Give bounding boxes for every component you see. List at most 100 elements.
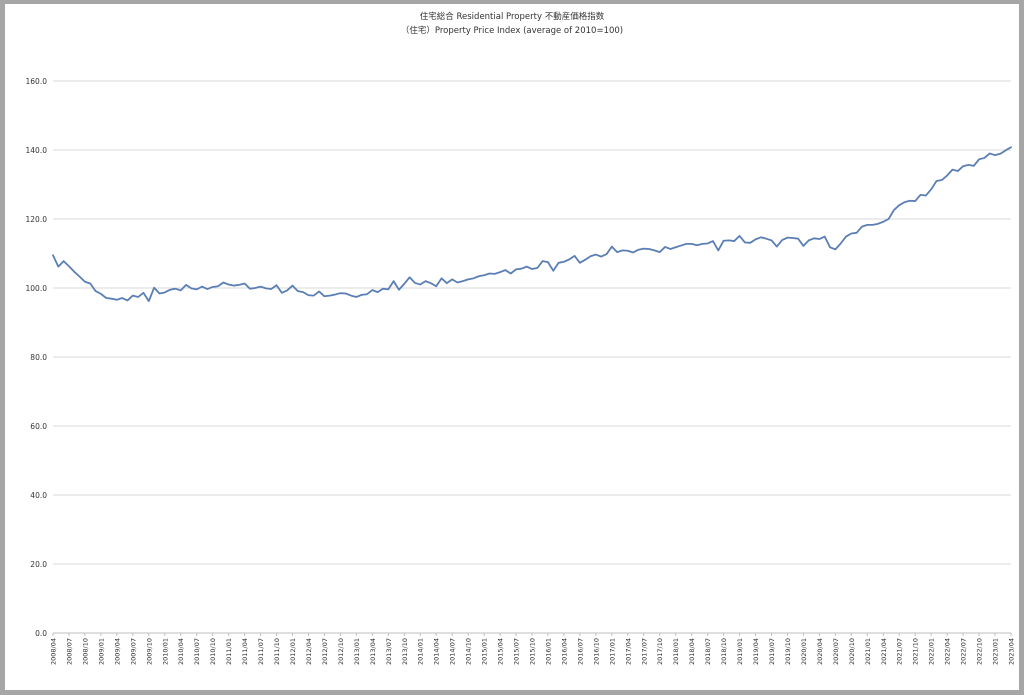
data-point: [946, 175, 948, 177]
data-point: [180, 289, 182, 291]
data-point: [409, 276, 411, 278]
data-point: [728, 239, 730, 241]
x-tick-label: 2014/04: [433, 638, 441, 665]
data-point: [510, 273, 512, 275]
data-point: [430, 282, 432, 284]
data-point: [600, 256, 602, 258]
data-point: [456, 281, 458, 283]
data-point: [132, 295, 134, 297]
y-tick-label: 60.0: [30, 422, 47, 431]
data-point: [292, 285, 294, 287]
data-point: [978, 158, 980, 160]
series-line: [52, 146, 1012, 303]
data-point: [249, 288, 251, 290]
chart-titles: 住宅総合 Residential Property 不動産価格指数 （住宅）Pr…: [5, 10, 1019, 38]
y-tick-label: 100.0: [26, 284, 48, 293]
data-point: [105, 297, 107, 299]
data-point: [989, 152, 991, 154]
data-point: [856, 232, 858, 234]
data-point: [957, 170, 959, 172]
data-point: [238, 284, 240, 286]
data-point: [866, 224, 868, 226]
data-point: [552, 270, 554, 272]
data-point: [664, 246, 666, 248]
data-point: [834, 248, 836, 250]
data-point: [574, 255, 576, 257]
data-point: [329, 295, 331, 297]
data-point: [201, 286, 203, 288]
data-point: [371, 289, 373, 291]
data-point: [685, 243, 687, 245]
x-tick-label: 2010/07: [193, 638, 201, 665]
data-point: [563, 261, 565, 263]
x-tick-label: 2022/04: [944, 638, 952, 665]
x-tick-label: 2013/04: [369, 638, 377, 665]
x-tick-label: 2014/07: [449, 638, 457, 665]
data-point: [84, 281, 86, 283]
data-point: [398, 289, 400, 291]
x-tick-label: 2011/04: [241, 638, 249, 665]
data-point: [930, 188, 932, 190]
data-point: [659, 251, 661, 253]
x-tick-label: 2010/04: [177, 638, 185, 665]
x-tick-label: 2020/04: [816, 638, 824, 665]
data-point: [158, 293, 160, 295]
data-point: [882, 221, 884, 223]
data-point: [898, 204, 900, 206]
y-tick-label: 40.0: [30, 491, 47, 500]
x-tick-label: 2019/07: [768, 638, 776, 665]
x-tick-label: 2015/04: [497, 638, 505, 665]
data-point: [260, 286, 262, 288]
data-point: [446, 282, 448, 284]
data-point: [680, 245, 682, 247]
data-point: [558, 262, 560, 264]
x-tick-label: 2021/04: [880, 638, 888, 665]
x-tick-label: 2023/01: [992, 638, 1000, 665]
data-point: [488, 273, 490, 275]
x-tick-label: 2016/07: [576, 638, 584, 665]
x-tick-label: 2020/01: [800, 638, 808, 665]
chart-frame: 住宅総合 Residential Property 不動産価格指数 （住宅）Pr…: [5, 4, 1019, 690]
x-tick-label: 2009/10: [145, 638, 153, 665]
data-point: [63, 260, 65, 262]
x-tick-label: 2011/10: [273, 638, 281, 665]
data-point: [361, 294, 363, 296]
data-point: [265, 287, 267, 289]
data-point: [669, 248, 671, 250]
data-point: [712, 240, 714, 242]
x-tick-label: 2011/01: [225, 638, 233, 665]
data-point: [478, 275, 480, 277]
data-point: [462, 280, 464, 282]
data-point: [95, 290, 97, 292]
data-point: [771, 239, 773, 241]
data-point: [68, 265, 70, 267]
x-tick-label: 2012/01: [289, 638, 297, 665]
data-point: [350, 295, 352, 297]
data-point: [73, 271, 75, 273]
data-point: [334, 294, 336, 296]
data-point: [776, 246, 778, 248]
line-chart: 0.0 20.0 40.0 60.0 80.0 100.0 120.0 140.0 160.0 2…: [26, 77, 1016, 665]
data-point: [818, 238, 820, 240]
data-point: [276, 284, 278, 286]
x-tick-label: 2009/07: [129, 638, 137, 665]
chart-title: 住宅総合 Residential Property 不動産価格指数: [419, 12, 605, 22]
x-tick-label: 2016/01: [544, 638, 552, 665]
x-tick-label: 2023/04: [1008, 638, 1016, 665]
data-point: [781, 239, 783, 241]
data-point: [121, 297, 123, 299]
data-point: [1010, 146, 1012, 148]
data-point: [590, 255, 592, 257]
data-point: [153, 287, 155, 289]
data-point: [547, 261, 549, 263]
data-point: [515, 268, 517, 270]
data-point: [297, 290, 299, 292]
data-point: [723, 240, 725, 242]
data-point: [951, 169, 953, 171]
data-point: [824, 236, 826, 238]
data-point: [89, 283, 91, 285]
x-tick-label: 2020/07: [832, 638, 840, 665]
data-point: [717, 249, 719, 251]
x-tick-label: 2018/07: [704, 638, 712, 665]
data-point: [190, 287, 192, 289]
